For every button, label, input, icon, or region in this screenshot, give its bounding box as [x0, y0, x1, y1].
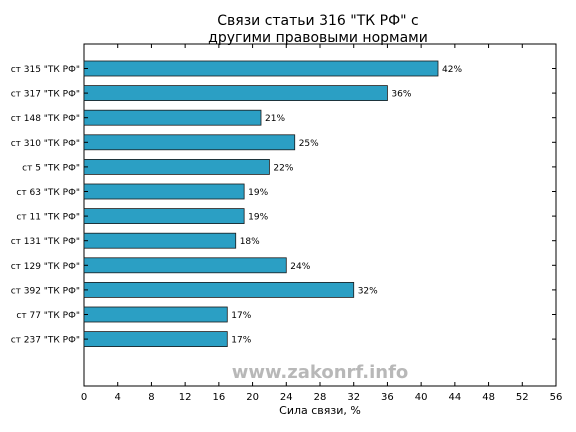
category-label: ст 237 "ТК РФ": [11, 336, 80, 346]
x-tick-label: 52: [516, 392, 529, 403]
x-axis-label: Сила связи, %: [279, 404, 361, 417]
bar-value-label: 32%: [358, 286, 378, 296]
bar: [83, 109, 262, 126]
bar-value-label: 17%: [231, 336, 251, 346]
category-label: ст 11 "ТК РФ": [16, 213, 80, 223]
bar: [83, 331, 228, 348]
bar: [83, 281, 355, 298]
chart-title-line-2: другими правовыми нормами: [208, 30, 428, 46]
watermark: www.zakonrf.info: [232, 362, 409, 383]
x-tick-label: 0: [81, 392, 87, 403]
category-label: ст 63 "ТК РФ": [16, 188, 80, 198]
bars-layer: 42% 36% 21% 25% 22% 19% 19% 18% 24% 32% 17% 17%: [83, 60, 462, 348]
category-label: ст 131 "ТК РФ": [11, 237, 80, 247]
bar: [83, 60, 439, 77]
x-tick-label: 24: [280, 392, 293, 403]
bar: [83, 257, 287, 274]
category-label: ст 392 "ТК РФ": [11, 286, 80, 296]
x-tick-label: 56: [550, 392, 563, 403]
bar: [83, 134, 296, 151]
category-label: ст 315 "ТК РФ": [11, 65, 80, 75]
bar: [83, 183, 245, 200]
x-tick-label: 8: [148, 392, 154, 403]
x-tick-label: 36: [381, 392, 394, 403]
x-tick-label: 44: [448, 392, 461, 403]
bar-value-label: 19%: [248, 188, 268, 198]
bar-value-label: 24%: [290, 262, 310, 272]
ticks-layer: ст 315 "ТК РФ" ст 317 "ТК РФ" ст 148 "ТК Р…: [11, 44, 563, 403]
category-label: ст 129 "ТК РФ": [11, 262, 80, 272]
x-tick-label: 12: [179, 392, 192, 403]
bar: [83, 85, 388, 101]
chart-title-line-1: Связи статьи 316 "ТК РФ" с: [217, 13, 418, 29]
bar-value-label: 42%: [442, 65, 462, 75]
x-tick-label: 20: [246, 392, 259, 403]
x-tick-label: 16: [212, 392, 225, 403]
bar: [83, 208, 245, 225]
x-tick-label: 32: [347, 392, 360, 403]
category-label: ст 77 "ТК РФ": [16, 311, 80, 321]
bar: [83, 232, 237, 249]
x-tick-label: 4: [115, 392, 121, 403]
category-label: ст 148 "ТК РФ": [11, 114, 80, 124]
x-tick-label: 40: [415, 392, 428, 403]
bar-value-label: 21%: [265, 114, 285, 124]
bar-value-label: 17%: [231, 311, 251, 321]
bar-value-label: 25%: [299, 139, 319, 149]
bar: [83, 158, 270, 175]
bar-value-label: 19%: [248, 213, 268, 223]
bar-value-label: 36%: [391, 90, 411, 100]
category-label: ст 5 "ТК РФ": [22, 163, 80, 173]
x-tick-label: 28: [314, 392, 327, 403]
x-tick-label: 48: [482, 392, 495, 403]
category-label: ст 310 "ТК РФ": [11, 139, 80, 149]
category-label: ст 317 "ТК РФ": [11, 90, 80, 100]
bar-value-label: 22%: [273, 163, 293, 173]
bar: [83, 306, 228, 323]
bar-value-label: 18%: [240, 237, 260, 247]
